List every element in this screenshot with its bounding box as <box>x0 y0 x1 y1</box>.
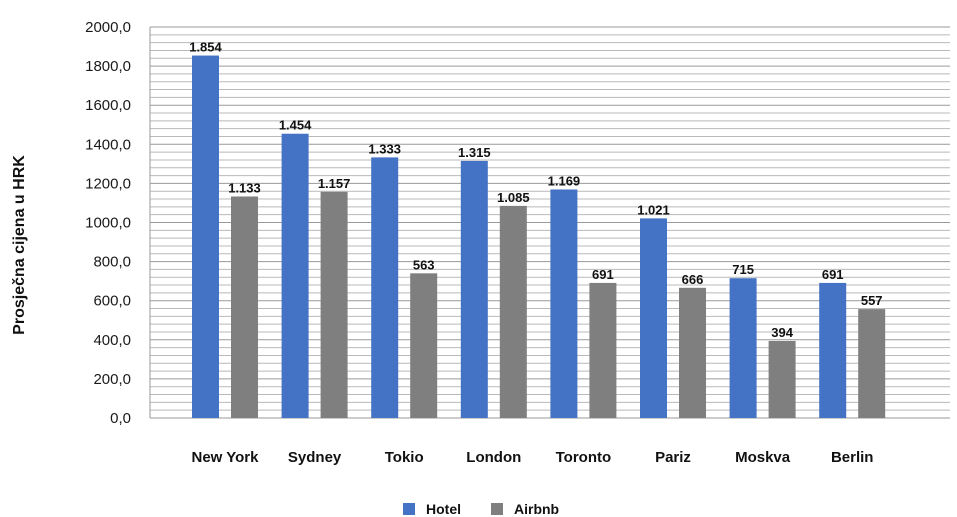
data-label: 1.021 <box>637 202 670 217</box>
data-label: 666 <box>682 272 704 287</box>
bar-airbnb <box>589 282 617 418</box>
category-label: Toronto <box>556 449 612 466</box>
bar-airbnb <box>858 309 886 418</box>
bar-hotel <box>192 55 219 418</box>
bar-hotel <box>371 157 399 418</box>
data-label: 1.333 <box>368 141 401 156</box>
data-label: 557 <box>861 293 883 308</box>
legend-swatch-hotel <box>403 503 415 515</box>
data-label: 1.454 <box>279 118 312 133</box>
legend-swatch-airbnb <box>491 503 503 515</box>
y-tick-label: 0,0 <box>110 410 131 427</box>
data-label: 1.315 <box>458 145 491 160</box>
y-tick-label: 1000,0 <box>85 215 131 232</box>
category-label: New York <box>192 449 260 466</box>
y-tick-label: 2000,0 <box>85 19 131 36</box>
y-tick-label: 1800,0 <box>85 58 131 75</box>
data-label: 1.085 <box>497 190 530 205</box>
data-label: 394 <box>771 325 793 340</box>
category-label: Sydney <box>288 449 342 466</box>
y-tick-label: 800,0 <box>93 254 131 271</box>
data-labels: 1.854 1.133 1.454 1.157 1.333 563 1.315 1.085 1.… <box>189 40 882 340</box>
category-label: Moskva <box>735 449 791 466</box>
data-label: 715 <box>732 262 754 277</box>
bars <box>192 55 886 419</box>
bar-airbnb <box>679 287 706 418</box>
bar-hotel <box>640 218 667 418</box>
data-label: 1.133 <box>228 180 261 195</box>
bar-airbnb <box>410 273 438 418</box>
bar-airbnb <box>231 196 258 418</box>
category-label: London <box>466 449 521 466</box>
bar-hotel <box>281 133 309 419</box>
y-tick-label: 1600,0 <box>85 97 131 114</box>
data-label: 1.157 <box>318 176 351 191</box>
data-label: 1.854 <box>189 40 222 55</box>
legend: Hotel Airbnb <box>403 501 559 517</box>
bar-airbnb <box>499 205 527 418</box>
bar-hotel <box>460 160 488 419</box>
bar-airbnb <box>768 340 796 418</box>
x-axis-categories: New York Sydney Tokio London Toronto Pariz Mos… <box>192 449 874 466</box>
data-label: 1.169 <box>548 173 581 188</box>
y-axis-ticks: 0,0 200,0 400,0 600,0 800,0 1000,0 1200,0 1400,… <box>85 19 131 427</box>
data-label: 563 <box>413 257 435 272</box>
category-label: Pariz <box>655 449 691 466</box>
bar-hotel <box>550 189 578 418</box>
y-axis-label: Prosječna cijena u HRK <box>11 155 28 335</box>
y-tick-label: 1400,0 <box>85 136 131 153</box>
category-label: Tokio <box>385 449 424 466</box>
legend-label-airbnb: Airbnb <box>514 501 559 517</box>
bar-hotel <box>819 282 847 418</box>
data-label: 691 <box>592 267 614 282</box>
y-tick-label: 600,0 <box>93 293 131 310</box>
y-tick-label: 400,0 <box>93 332 131 349</box>
bar-hotel <box>729 278 757 418</box>
legend-label-hotel: Hotel <box>426 501 461 517</box>
y-tick-label: 1200,0 <box>85 175 131 192</box>
y-tick-label: 200,0 <box>93 371 131 388</box>
category-label: Berlin <box>831 449 874 466</box>
bar-airbnb <box>320 191 348 418</box>
data-label: 691 <box>822 267 844 282</box>
